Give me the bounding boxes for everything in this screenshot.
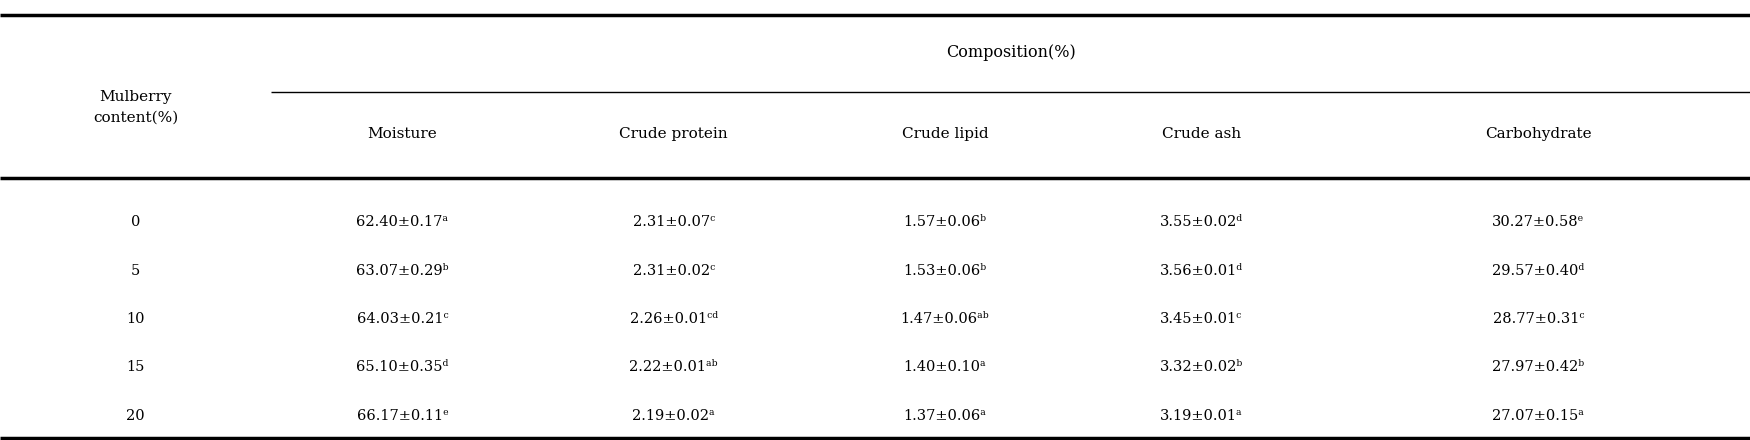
Text: 66.17±0.11ᵉ: 66.17±0.11ᵉ (357, 409, 448, 423)
Text: 0: 0 (131, 215, 140, 229)
Text: Moisture: Moisture (368, 127, 438, 141)
Text: Composition(%): Composition(%) (945, 44, 1076, 61)
Text: 2.31±0.02ᶜ: 2.31±0.02ᶜ (634, 264, 716, 278)
Text: Crude protein: Crude protein (620, 127, 728, 141)
Text: 27.97±0.42ᵇ: 27.97±0.42ᵇ (1493, 360, 1584, 374)
Text: 3.56±0.01ᵈ: 3.56±0.01ᵈ (1160, 264, 1242, 278)
Text: 30.27±0.58ᵉ: 30.27±0.58ᵉ (1493, 215, 1584, 229)
Text: Crude ash: Crude ash (1162, 127, 1241, 141)
Text: 2.19±0.02ᵃ: 2.19±0.02ᵃ (632, 409, 716, 423)
Text: 29.57±0.40ᵈ: 29.57±0.40ᵈ (1493, 264, 1584, 278)
Text: 1.47±0.06ᵃᵇ: 1.47±0.06ᵃᵇ (901, 312, 989, 326)
Text: 1.37±0.06ᵃ: 1.37±0.06ᵃ (903, 409, 987, 423)
Text: 3.45±0.01ᶜ: 3.45±0.01ᶜ (1160, 312, 1242, 326)
Text: 62.40±0.17ᵃ: 62.40±0.17ᵃ (357, 215, 448, 229)
Text: Carbohydrate: Carbohydrate (1486, 127, 1591, 141)
Text: 2.22±0.01ᵃᵇ: 2.22±0.01ᵃᵇ (630, 360, 718, 374)
Text: 10: 10 (126, 312, 145, 326)
Text: Mulberry
content(%): Mulberry content(%) (93, 91, 178, 125)
Text: 3.55±0.02ᵈ: 3.55±0.02ᵈ (1160, 215, 1242, 229)
Text: 28.77±0.31ᶜ: 28.77±0.31ᶜ (1493, 312, 1584, 326)
Text: 64.03±0.21ᶜ: 64.03±0.21ᶜ (357, 312, 448, 326)
Text: 2.26±0.01ᶜᵈ: 2.26±0.01ᶜᵈ (630, 312, 718, 326)
Text: 27.07±0.15ᵃ: 27.07±0.15ᵃ (1493, 409, 1584, 423)
Text: 15: 15 (126, 360, 145, 374)
Text: 1.57±0.06ᵇ: 1.57±0.06ᵇ (903, 215, 987, 229)
Text: 20: 20 (126, 409, 145, 423)
Text: 5: 5 (131, 264, 140, 278)
Text: 3.32±0.02ᵇ: 3.32±0.02ᵇ (1160, 360, 1242, 374)
Text: 3.19±0.01ᵃ: 3.19±0.01ᵃ (1160, 409, 1242, 423)
Text: 65.10±0.35ᵈ: 65.10±0.35ᵈ (357, 360, 448, 374)
Text: 63.07±0.29ᵇ: 63.07±0.29ᵇ (357, 264, 448, 278)
Text: 1.40±0.10ᵃ: 1.40±0.10ᵃ (903, 360, 987, 374)
Text: 2.31±0.07ᶜ: 2.31±0.07ᶜ (634, 215, 716, 229)
Text: Crude lipid: Crude lipid (901, 127, 989, 141)
Text: 1.53±0.06ᵇ: 1.53±0.06ᵇ (903, 264, 987, 278)
